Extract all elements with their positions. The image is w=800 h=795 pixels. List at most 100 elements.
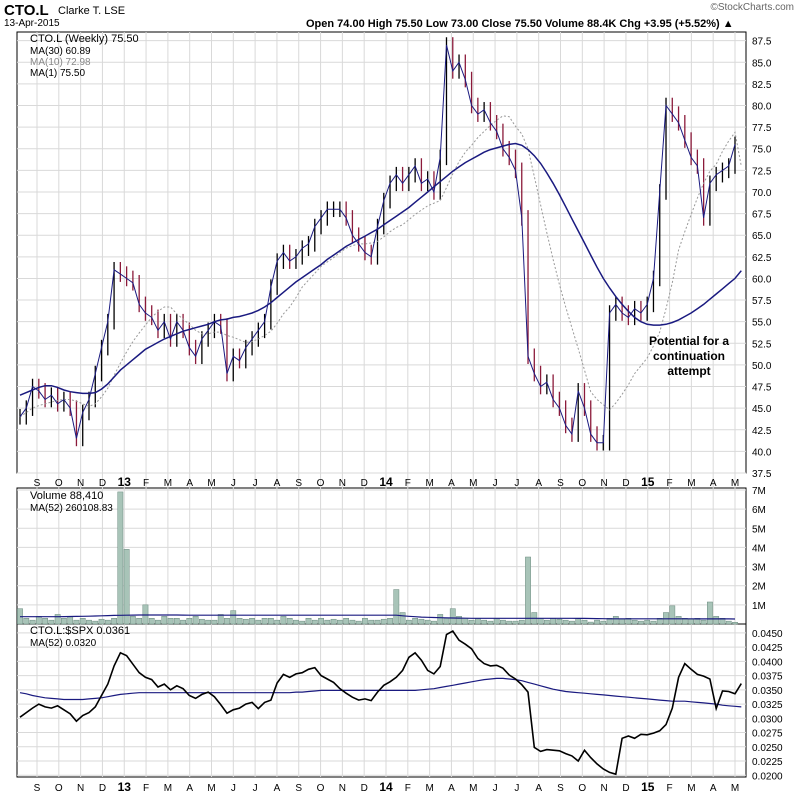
volume-bar [180,619,186,625]
volume-bar [92,620,99,625]
volume-bar [600,620,607,625]
volume-bar [443,618,450,625]
volume-bar [123,549,130,625]
volume-bar [581,619,588,625]
price-panel-frame [16,31,747,474]
axis-ticks: 37.5 40.0 42.5 45.0 47.5 50.0 52.5 55.0 57.5 60.0… [34,37,783,794]
volume-tick-label: 7M [752,486,766,497]
volume-bar [719,618,726,625]
x-tick-label-top: A [186,478,193,489]
x-tick-label-top: 15 [641,475,655,489]
price-tick-label: 85.0 [752,58,772,69]
volume-bar [79,618,86,625]
volume-bar [393,589,400,625]
volume-bar [399,612,406,625]
price-tick-label: 55.0 [752,318,772,329]
x-tick-label-bottom: O [55,783,63,794]
volume-bar [562,619,569,625]
volume-bar [199,618,205,625]
volume-bar [73,619,80,625]
ratio-tick-label: 0.0200 [752,771,783,782]
price-tick-label: 65.0 [752,231,772,242]
volume-bar [186,618,193,625]
price-tick-label: 60.0 [752,274,772,285]
volume-tick-label: 5M [752,524,766,535]
volume-bar [537,618,544,625]
volume-bar [518,619,525,625]
volume-bar [148,618,155,625]
volume-panel-frame [16,487,747,625]
x-tick-label-bottom: 13 [118,780,132,794]
volume-bar [161,616,168,625]
volume-bar [543,619,550,625]
volume-bar [487,620,494,625]
x-tick-label-bottom: F [667,783,673,794]
x-tick-label-top: 13 [118,475,132,489]
volume-bar [688,618,694,625]
ratio-legend-title: CTO.L:$SPX 0.0361 [30,625,130,637]
volume-bar [173,618,180,625]
volume-bar [512,620,519,625]
x-tick-label-bottom: S [295,783,302,794]
x-tick-label-top: J [253,478,258,489]
x-tick-label-top: D [622,478,629,489]
ma1-line [19,44,736,444]
volume-bar [362,618,368,625]
volume-bar [136,618,143,625]
x-tick-label-bottom: A [448,783,455,794]
volume-bar [274,619,281,625]
volume-bar [249,618,255,625]
x-tick-label-bottom: N [601,783,608,794]
volume-bar [217,614,224,625]
volume-bar [324,619,331,625]
ratio-tick-label: 0.0400 [752,657,783,668]
price-tick-label: 50.0 [752,361,772,372]
ratio-line [19,630,742,776]
price-tick-label: 57.5 [752,296,772,307]
price-tick-label: 37.5 [752,469,772,480]
volume-bar [525,556,531,625]
x-tick-label-top: F [667,478,673,489]
x-tick-label-bottom: J [514,783,519,794]
x-tick-label-bottom: F [143,783,149,794]
volume-bar [242,618,249,625]
x-tick-label-bottom: M [425,783,433,794]
volume-bar [267,618,274,625]
volume-bar [474,618,481,625]
x-tick-label-top: M [425,478,433,489]
x-tick-label-top: M [469,478,477,489]
volume-bar [493,618,500,625]
volume-bar [349,619,356,625]
ratio-tick-label: 0.0225 [752,757,783,768]
volume-tick-label: 3M [752,563,766,574]
volume-bar [293,619,299,625]
volume-bar [48,619,55,625]
company-name: Clarke T. LSE [58,5,126,17]
x-tick-label-bottom: J [253,783,258,794]
volume-bar [305,618,312,625]
price-legend-ma10: MA(10) 72.98 [30,57,91,68]
x-tick-label-top: N [77,478,84,489]
x-tick-label-top: M [731,478,739,489]
volume-bar [86,619,92,625]
volume-bar [67,616,74,625]
price-tick-label: 87.5 [752,37,772,48]
volume-bar [224,618,230,625]
x-tick-label-bottom: 15 [641,780,655,794]
x-tick-label-bottom: M [687,783,695,794]
volume-bar [619,618,625,625]
x-tick-label-top: O [317,478,325,489]
volume-bar [318,618,324,625]
volume-bar [29,619,36,625]
volume-bar [412,618,419,625]
annotation-line: attempt [667,364,710,378]
ratio-ma52-line [19,677,742,708]
volume-bar [612,616,619,625]
ma10-line [19,115,742,418]
ratio-tick-label: 0.0375 [752,672,783,683]
x-tick-label-bottom: A [710,783,717,794]
volume-bar [437,614,444,625]
volume-bar [61,618,67,625]
volume-bar [343,618,350,625]
